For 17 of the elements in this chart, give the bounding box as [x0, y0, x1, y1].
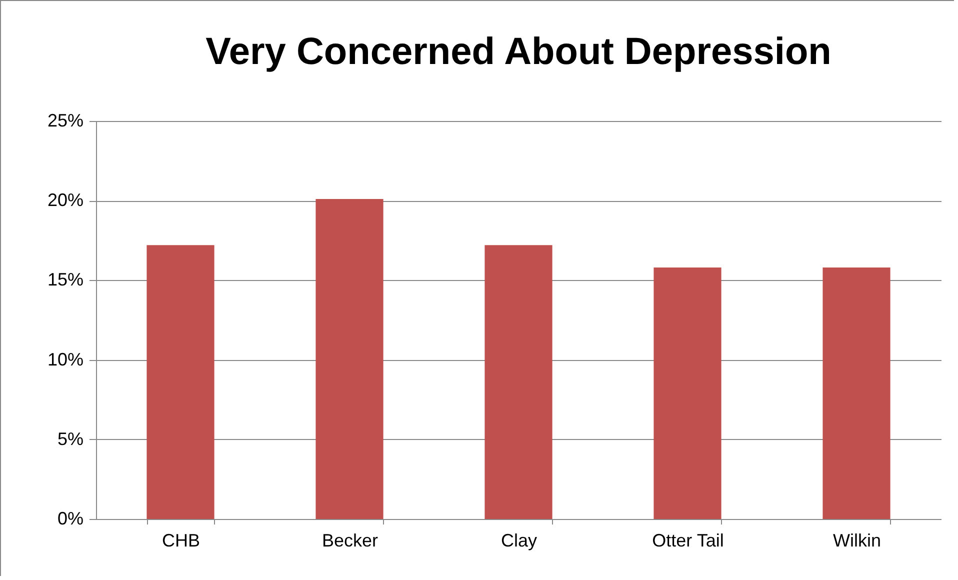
bar — [654, 267, 722, 519]
y-tick-label: 15% — [47, 270, 84, 290]
chart-title: Very Concerned About Depression — [206, 31, 832, 73]
bar — [822, 267, 890, 519]
x-tick-label: Otter Tail — [652, 530, 724, 550]
bar — [484, 245, 552, 519]
y-tick-label: 20% — [47, 190, 84, 210]
x-tick-label: Wilkin — [833, 530, 881, 550]
bar — [316, 199, 384, 519]
y-tick-label: 25% — [47, 110, 84, 130]
x-tick-label: Clay — [500, 530, 538, 550]
y-tick-label: 0% — [57, 508, 84, 528]
y-tick-label: 10% — [47, 349, 84, 370]
y-tick-label: 5% — [57, 428, 84, 449]
x-tick-label: Becker — [322, 530, 378, 550]
x-tick-label: CHB — [162, 530, 200, 550]
bar — [146, 245, 214, 519]
